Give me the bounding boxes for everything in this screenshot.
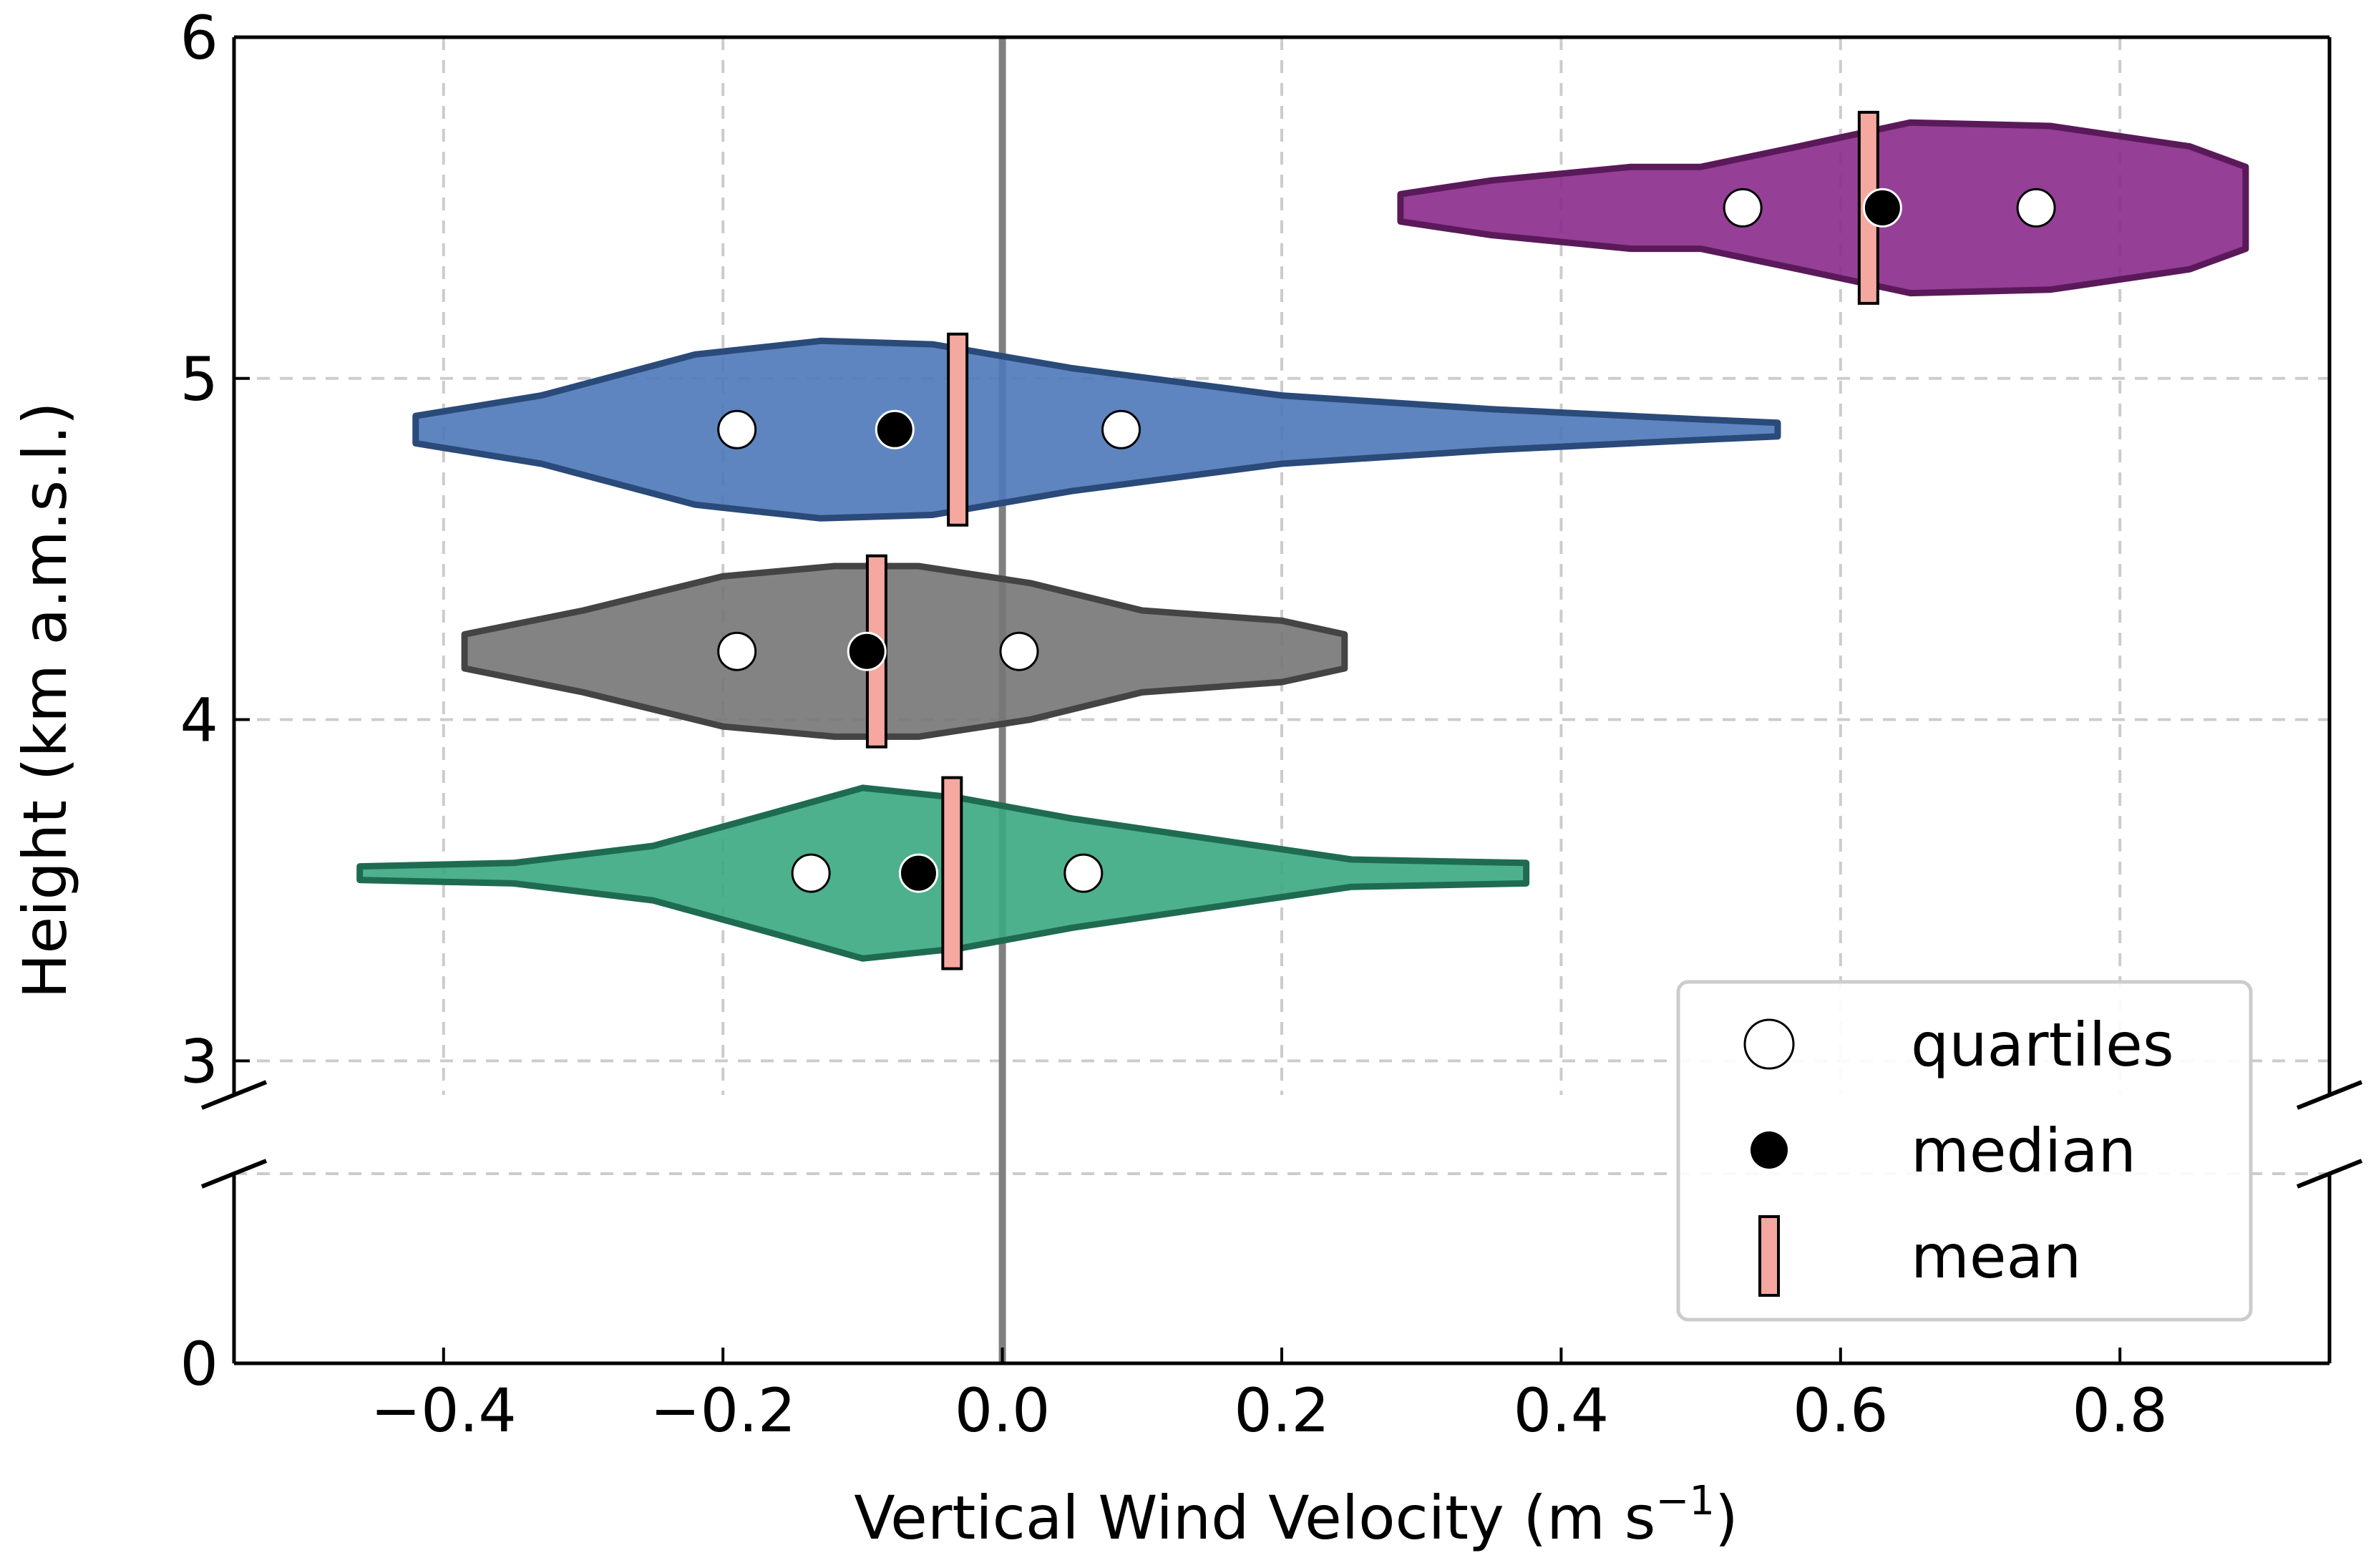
y-axis-label: Height (km a.m.s.l.) <box>10 401 80 998</box>
violin-body-0 <box>1397 119 2249 297</box>
y-tick-label: 4 <box>180 686 218 756</box>
x-axis-label-main: Vertical Wind Velocity (m s <box>854 1483 1655 1553</box>
legend-label-quartiles: quartiles <box>1911 1010 2174 1080</box>
violin-body-1 <box>412 337 1781 522</box>
violin-mean-bar-1 <box>947 332 969 527</box>
axis-break-mark <box>2296 1159 2363 1189</box>
violin-quartile-point-0-0 <box>1723 188 1763 228</box>
violin-quartile-point-1-0 <box>717 409 757 449</box>
legend: quartiles median mean <box>1676 980 2253 1322</box>
violin-body-2 <box>461 563 1348 740</box>
axis-break-mark <box>200 1080 268 1110</box>
y-tick-label: 0 <box>180 1329 218 1399</box>
axis-break-mark <box>200 1159 268 1189</box>
x-tick-label: 0.8 <box>2072 1375 2168 1446</box>
y-tick-label: 6 <box>180 3 218 73</box>
x-tick-label: 0.0 <box>955 1375 1051 1446</box>
violin-median-point-1 <box>875 409 915 449</box>
x-axis-label-close: ) <box>1715 1483 1738 1553</box>
violin-quartile-point-1-1 <box>1101 409 1141 449</box>
x-tick-label: −0.2 <box>650 1375 796 1446</box>
legend-quartiles-marker <box>1743 1018 1795 1070</box>
tick-layer: −0.4 −0.2 0.0 0.2 0.4 0.6 0.8 3 4 5 6 0 <box>180 3 2168 1446</box>
violin-quartile-point-0-1 <box>2016 188 2056 228</box>
violin-quartile-point-2-1 <box>999 631 1039 671</box>
violin-quartile-point-3-0 <box>791 853 831 893</box>
legend-mean-marker <box>1758 1215 1780 1297</box>
y-tick-label: 5 <box>180 344 218 414</box>
violin-median-point-0 <box>1862 188 1902 228</box>
x-tick-label: −0.4 <box>371 1375 517 1446</box>
violin-median-point-2 <box>847 631 887 671</box>
violin-mean-bar-3 <box>941 776 963 970</box>
x-axis-label: Vertical Wind Velocity (m s−1) <box>854 1478 1738 1553</box>
violin-quartile-point-2-0 <box>717 631 757 671</box>
violin-median-point-3 <box>898 853 938 893</box>
axis-break-mark <box>2296 1080 2363 1110</box>
y-tick-label: 3 <box>180 1026 218 1096</box>
legend-label-mean: mean <box>1911 1222 2081 1292</box>
x-axis-label-unit-exponent: −1 <box>1655 1478 1715 1524</box>
legend-median-marker <box>1751 1131 1788 1169</box>
x-tick-label: 0.6 <box>1793 1375 1889 1446</box>
legend-label-median: median <box>1911 1116 2136 1186</box>
violin-layer <box>356 110 2249 970</box>
violin-quartile-point-3-1 <box>1063 853 1104 893</box>
x-tick-label: 0.2 <box>1234 1375 1330 1446</box>
x-tick-label: 0.4 <box>1514 1375 1610 1446</box>
legend-box <box>1676 980 2253 1322</box>
